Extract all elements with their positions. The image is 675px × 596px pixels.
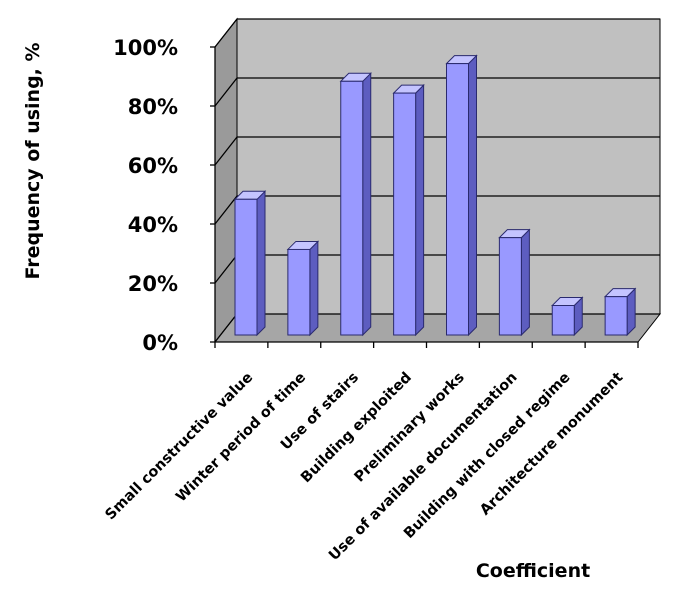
bar-front [287, 248, 311, 336]
y-tick-label: 40% [128, 213, 178, 237]
chart-floor [213, 313, 662, 343]
bar [603, 287, 637, 337]
y-axis-title: Frequency of using, % [22, 42, 44, 279]
bar-side [256, 190, 266, 337]
bar-front [340, 80, 364, 336]
x-axis-title: Coefficient [476, 560, 590, 582]
bar [392, 83, 425, 337]
bar-front [234, 198, 258, 336]
bar-front [498, 237, 522, 336]
y-tick-label: 20% [128, 272, 178, 296]
bars [233, 54, 637, 337]
bar [445, 54, 478, 337]
bar [498, 228, 531, 337]
gridline [214, 195, 660, 225]
bar [551, 296, 584, 337]
bar-side [415, 83, 425, 337]
bar-side [520, 228, 530, 337]
bar [339, 72, 372, 337]
bar-side [362, 72, 372, 337]
bar-front [446, 63, 469, 336]
gridline [214, 77, 660, 107]
bar [233, 190, 267, 337]
axes [210, 46, 639, 348]
x-tick-label: Use of available documentation [326, 370, 520, 564]
bar-front [393, 92, 417, 336]
y-tick-labels: 0% 20% 40% 60% 80% 100% [113, 36, 178, 355]
bar-front [551, 305, 575, 336]
bar [286, 240, 320, 337]
bar-front [604, 296, 628, 336]
gridline [214, 18, 660, 48]
y-tick-label: 100% [113, 36, 178, 60]
y-tick-label: 0% [142, 331, 178, 355]
bar-side [309, 240, 319, 337]
bar-side [468, 54, 477, 337]
chart-left-wall [214, 17, 238, 344]
y-tick-label: 60% [128, 154, 178, 178]
gridline [214, 136, 660, 166]
y-tick-label: 80% [128, 95, 178, 119]
